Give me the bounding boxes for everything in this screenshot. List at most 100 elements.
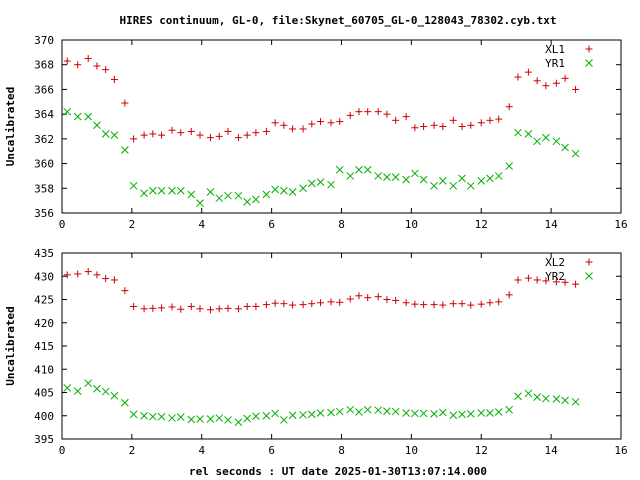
series-YR1 bbox=[63, 107, 580, 207]
data-point bbox=[374, 293, 382, 301]
x-tick-label: 10 bbox=[405, 218, 418, 231]
data-point bbox=[252, 129, 260, 137]
data-point bbox=[391, 407, 400, 416]
data-point bbox=[317, 299, 325, 307]
data-point bbox=[187, 302, 195, 310]
x-tick-label: 12 bbox=[475, 218, 488, 231]
data-point bbox=[449, 116, 457, 124]
data-point bbox=[157, 412, 166, 421]
data-point bbox=[271, 409, 279, 418]
data-point bbox=[335, 407, 344, 416]
data-point bbox=[271, 119, 279, 127]
data-point bbox=[316, 178, 325, 186]
data-point bbox=[157, 186, 166, 195]
data-point bbox=[533, 77, 541, 85]
legend-label-XL1: XL1 bbox=[545, 43, 565, 56]
data-point bbox=[271, 185, 279, 194]
data-point bbox=[383, 110, 391, 118]
data-point bbox=[84, 112, 93, 121]
y-tick-label: 420 bbox=[34, 317, 54, 330]
data-point bbox=[102, 275, 110, 283]
legend-marker bbox=[585, 59, 593, 67]
x-tick-label: 4 bbox=[198, 218, 205, 231]
data-point bbox=[571, 397, 580, 406]
data-point bbox=[158, 131, 166, 139]
data-point bbox=[140, 189, 148, 198]
data-point bbox=[402, 409, 410, 417]
data-point bbox=[514, 73, 522, 81]
data-point bbox=[346, 405, 355, 414]
data-point bbox=[542, 394, 550, 403]
data-point bbox=[327, 298, 335, 306]
data-point bbox=[74, 270, 82, 278]
data-point bbox=[561, 396, 569, 405]
data-point bbox=[486, 299, 494, 307]
data-point bbox=[130, 135, 138, 143]
data-point bbox=[449, 411, 458, 420]
data-point bbox=[467, 301, 475, 309]
x-tick-label: 16 bbox=[614, 218, 627, 231]
y-tick-label: 358 bbox=[34, 182, 54, 195]
data-point bbox=[121, 398, 129, 407]
data-point bbox=[196, 415, 204, 423]
y-tick-label: 410 bbox=[34, 363, 54, 376]
data-point bbox=[187, 190, 196, 199]
x-tick-label: 14 bbox=[545, 218, 559, 231]
data-point bbox=[93, 384, 101, 393]
data-point bbox=[280, 300, 288, 308]
data-point bbox=[363, 405, 372, 414]
data-point bbox=[505, 405, 514, 414]
data-point bbox=[187, 415, 196, 424]
data-point bbox=[177, 129, 185, 137]
data-point bbox=[317, 118, 325, 126]
data-point bbox=[505, 291, 513, 299]
data-point bbox=[327, 119, 335, 127]
x-tick-label: 12 bbox=[475, 444, 488, 457]
data-point bbox=[458, 410, 466, 419]
data-point bbox=[252, 302, 260, 310]
data-point bbox=[63, 107, 72, 116]
data-point bbox=[299, 301, 307, 309]
data-point bbox=[279, 416, 288, 424]
data-point bbox=[430, 410, 438, 418]
data-point bbox=[402, 175, 410, 184]
data-point bbox=[355, 408, 363, 416]
data-point bbox=[234, 418, 243, 427]
data-point bbox=[84, 55, 92, 63]
data-point bbox=[411, 409, 419, 418]
data-point bbox=[84, 268, 92, 276]
data-point bbox=[533, 276, 541, 284]
x-tick-label: 4 bbox=[198, 444, 205, 457]
data-point bbox=[129, 181, 138, 190]
data-point bbox=[346, 172, 355, 180]
data-point bbox=[74, 61, 82, 69]
data-point bbox=[458, 123, 466, 130]
data-point bbox=[215, 414, 224, 422]
data-point bbox=[552, 137, 561, 146]
data-point bbox=[101, 387, 110, 396]
chart-title: HIRES continuum, GL-0, file:Skynet_60705… bbox=[119, 14, 556, 27]
data-point bbox=[420, 301, 428, 309]
data-point bbox=[215, 194, 224, 203]
data-point bbox=[477, 177, 486, 185]
data-point bbox=[486, 174, 494, 183]
data-point bbox=[148, 412, 157, 421]
data-point bbox=[243, 414, 252, 423]
plot-top: 0 2 4 6 8 10 12 14 16 356 358 360 362 364 366 368 370 Unc… bbox=[4, 34, 628, 231]
data-point bbox=[374, 108, 382, 116]
data-point bbox=[158, 304, 166, 312]
data-point bbox=[243, 198, 252, 206]
data-point bbox=[411, 169, 419, 178]
data-point bbox=[542, 133, 550, 142]
data-point bbox=[533, 137, 542, 146]
data-point bbox=[494, 408, 503, 416]
data-point bbox=[93, 271, 101, 279]
data-point bbox=[533, 393, 542, 402]
legend-marker bbox=[585, 258, 593, 266]
data-point bbox=[234, 191, 243, 200]
data-point bbox=[355, 108, 363, 116]
data-point bbox=[505, 103, 513, 111]
data-point bbox=[346, 111, 354, 119]
y-tick-label: 415 bbox=[34, 340, 54, 353]
data-point bbox=[524, 130, 533, 138]
